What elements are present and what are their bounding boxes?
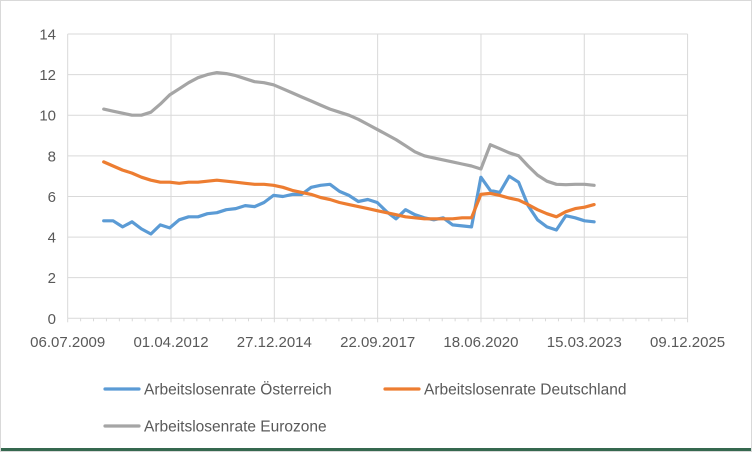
y-axis-tick-label: 14: [39, 27, 56, 44]
x-axis-tick-label: 18.06.2020: [443, 334, 518, 351]
y-axis-tick-label: 8: [48, 148, 56, 165]
legend-label: Arbeitslosenrate Österreich: [144, 381, 332, 399]
y-axis-tick-label: 10: [39, 108, 56, 125]
x-axis-tick-label: 15.03.2023: [547, 334, 622, 351]
series-line-eurozone: [102, 70, 596, 187]
legend-item-eurozone: Arbeitslosenrate Eurozone: [103, 419, 327, 436]
y-axis-tick-label: 12: [39, 67, 56, 84]
series-line-oesterreich: [102, 174, 596, 236]
x-axis-tick-label: 01.04.2012: [133, 334, 208, 351]
y-axis-tick-label: 6: [48, 189, 56, 206]
y-axis-tick-label: 2: [48, 270, 56, 287]
x-axis-tick-label: 22.09.2017: [340, 334, 415, 351]
x-axis-tick-label: 09.12.2025: [650, 334, 725, 351]
legend-label: Arbeitslosenrate Deutschland: [424, 382, 626, 399]
legend-item-deutschland: Arbeitslosenrate Deutschland: [383, 382, 626, 399]
bottom-border-bar: [1, 448, 751, 451]
y-axis-tick-label: 0: [48, 311, 56, 328]
y-axis-tick-label: 4: [48, 230, 56, 247]
plot-area: [67, 33, 689, 323]
legend-label: Arbeitslosenrate Eurozone: [144, 419, 327, 436]
legend-item-oesterreich: Arbeitslosenrate Österreich: [103, 381, 332, 399]
series-line-deutschland: [102, 160, 596, 221]
x-axis-tick-label: 27.12.2014: [237, 334, 312, 351]
x-axis-tick-label: 06.07.2009: [30, 334, 105, 351]
